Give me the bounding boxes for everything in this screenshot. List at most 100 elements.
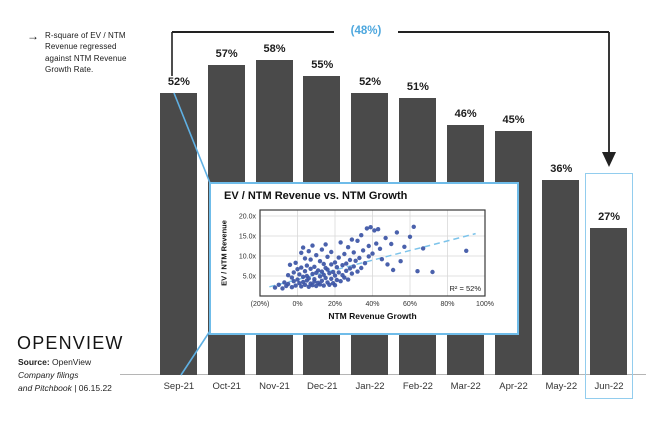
- scatter-point: [357, 255, 362, 261]
- scatter-point: [327, 282, 332, 287]
- scatter-point: [364, 226, 370, 231]
- scatter-point: [349, 237, 355, 242]
- scatter-point: [411, 224, 416, 229]
- scatter-point: [325, 267, 330, 272]
- source-attribution: Source: OpenView Company filings and Pit…: [18, 356, 112, 394]
- scatter-point: [347, 257, 353, 263]
- bar-value-label: 46%: [454, 108, 477, 121]
- scatter-inset-panel: EV / NTM Revenue vs. NTM Growth EV / NTM…: [209, 182, 519, 335]
- scatter-point: [379, 257, 385, 262]
- scatter-point: [368, 225, 373, 230]
- scatter-point: [308, 257, 313, 262]
- openview-logo: OPENVIEW: [17, 333, 124, 353]
- scatter-point: [398, 259, 403, 264]
- scatter-point: [430, 269, 435, 275]
- scatter-point: [329, 276, 334, 281]
- scatter-point: [300, 274, 306, 279]
- scatter-point: [420, 246, 426, 251]
- y-tick-label: 10.0x: [239, 254, 257, 261]
- plot-border: [259, 209, 486, 297]
- scatter-point: [351, 264, 356, 269]
- bar-value-label: 52%: [359, 75, 382, 88]
- bar-category-label: Oct-21: [212, 381, 241, 392]
- bracket-value-label: (48%): [334, 25, 398, 37]
- scatter-point: [402, 244, 407, 249]
- x-tick-label: (20%): [251, 301, 270, 308]
- scatter-point: [291, 279, 296, 284]
- scatter-point: [299, 250, 304, 255]
- scatter-point: [345, 277, 351, 282]
- scatter-point: [272, 285, 278, 290]
- source-name: OpenView: [49, 357, 92, 367]
- scatter-point: [336, 270, 341, 275]
- scatter-point: [280, 286, 285, 291]
- scatter-point: [355, 238, 360, 243]
- scatter-point: [332, 260, 338, 265]
- scatter-point: [302, 256, 308, 261]
- scatter-point: [325, 254, 330, 259]
- annotation-arrow-icon: →: [27, 29, 39, 43]
- bar: [160, 92, 197, 375]
- scatter-point: [353, 258, 358, 263]
- scatter-point: [359, 233, 364, 238]
- scatter-point: [319, 247, 325, 252]
- scatter-point: [323, 242, 328, 247]
- y-tick-label: 5.0x: [243, 274, 257, 281]
- scatter-point: [297, 272, 302, 277]
- scatter-point: [299, 265, 304, 270]
- scatter-point: [282, 280, 287, 285]
- scatter-point: [293, 260, 298, 265]
- scatter-point: [317, 259, 323, 264]
- annotation-block: → R-square of EV / NTM Revenue regressed…: [27, 29, 142, 75]
- bar-value-label: 27%: [598, 211, 621, 224]
- scatter-point: [302, 282, 308, 287]
- x-tick-label: 80%: [440, 301, 454, 308]
- scatter-point: [359, 265, 364, 271]
- scatter-point: [315, 268, 321, 273]
- scatter-point: [372, 228, 377, 233]
- scatter-title: EV / NTM Revenue vs. NTM Growth: [224, 190, 408, 202]
- scatter-point: [321, 283, 326, 288]
- bar-category-label: Mar-22: [450, 381, 481, 392]
- scatter-point: [310, 271, 315, 277]
- scatter-point: [338, 240, 343, 245]
- scatter-point: [312, 264, 317, 269]
- scatter-point: [377, 246, 383, 251]
- source-pitchbook: and Pitchbook: [18, 382, 72, 393]
- scatter-point: [293, 283, 298, 288]
- y-tick-label: 15.0x: [239, 234, 257, 241]
- scatter-point: [310, 283, 315, 288]
- bar-category-label: May-22: [545, 381, 578, 392]
- scatter-point: [389, 241, 394, 247]
- bar-value-label: 51%: [406, 81, 429, 94]
- bar-category-label: Jan-22: [355, 381, 385, 392]
- scatter-point: [321, 272, 326, 277]
- source-label: Source:: [18, 357, 50, 367]
- scatter-point: [383, 235, 388, 241]
- scatter-point: [330, 269, 336, 275]
- scatter-point: [342, 275, 347, 280]
- x-tick-label: 100%: [476, 301, 494, 308]
- bar-value-label: 45%: [502, 113, 525, 126]
- bar-category-label: Nov-21: [259, 381, 290, 392]
- annotation-text: R-square of EV / NTM Revenue regressed a…: [45, 31, 127, 75]
- scatter-point: [366, 254, 371, 259]
- scatter-point: [338, 279, 343, 284]
- scatter-point: [407, 234, 413, 239]
- scatter-point: [375, 227, 381, 232]
- scatter-point: [347, 266, 353, 271]
- source-date: | 06.15.22: [71, 382, 112, 393]
- scatter-point: [374, 241, 379, 246]
- scatter-point: [312, 279, 317, 284]
- scatter-point: [314, 253, 319, 258]
- scatter-point: [285, 273, 291, 278]
- scatter-point: [314, 283, 319, 289]
- scatter-point: [308, 266, 313, 271]
- scatter-point: [344, 268, 349, 273]
- bar-value-label: 36%: [550, 162, 573, 175]
- r-squared-label: R² = 52%: [450, 284, 482, 293]
- scatter-point: [355, 269, 360, 274]
- scatter-point: [285, 281, 291, 287]
- bar-value-label: 57%: [215, 48, 238, 61]
- scatter-point: [276, 282, 281, 287]
